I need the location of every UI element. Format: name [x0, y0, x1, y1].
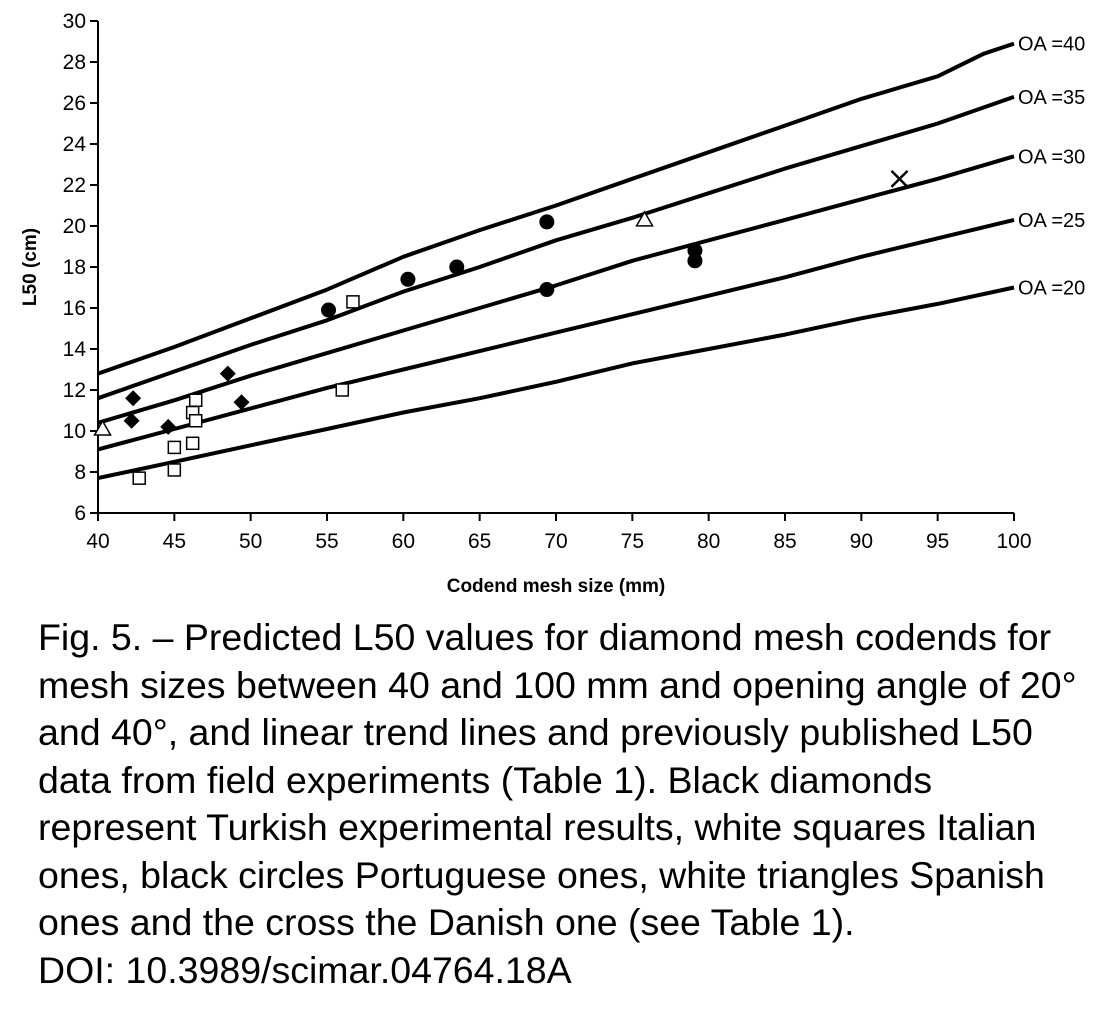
italian-point	[346, 295, 360, 309]
y-tick-label: 26	[63, 92, 86, 115]
turkish-point	[123, 412, 140, 429]
y-tick-label: 6	[74, 502, 86, 525]
series-line-oa-25	[97, 217, 1015, 452]
series-label: OA =20	[1018, 278, 1085, 300]
portuguese-point	[400, 271, 416, 287]
x-tick-label: 55	[315, 530, 338, 553]
x-tick-label: 60	[392, 530, 415, 553]
portuguese-point	[449, 259, 465, 275]
caption-text: Fig. 5. – Predicted L50 values for diamo…	[38, 616, 1077, 943]
italian-point	[188, 414, 203, 428]
x-tick-label: 45	[163, 530, 186, 553]
italian-point	[185, 436, 200, 451]
x-tick-label: 95	[926, 530, 949, 553]
figure-caption: Fig. 5. – Predicted L50 values for diamo…	[38, 614, 1098, 994]
turkish-point	[160, 418, 177, 435]
x-tick-label: 75	[621, 530, 644, 553]
italian-point	[167, 463, 182, 477]
y-tick-label: 30	[63, 10, 86, 33]
y-tick-label: 16	[63, 297, 86, 320]
series-line-oa-30	[97, 154, 1015, 425]
y-tick-label: 18	[63, 256, 86, 279]
series-label: OA =40	[1018, 34, 1085, 56]
italian-point	[132, 471, 146, 485]
portuguese-point	[539, 282, 555, 298]
y-tick-label: 14	[63, 338, 87, 361]
italian-point	[167, 440, 182, 455]
danish-point	[890, 169, 909, 188]
spanish-point	[93, 419, 112, 436]
x-axis-title: Codend mesh size (mm)	[447, 576, 666, 597]
turkish-point	[125, 390, 142, 407]
x-tick-label: 85	[773, 530, 796, 553]
series-line-oa-40	[97, 41, 1015, 376]
portuguese-point	[687, 243, 703, 259]
caption-doi: DOI: 10.3989/scimar.04764.18A	[38, 948, 572, 991]
series-label: OA =35	[1018, 87, 1085, 109]
x-tick-label: 70	[544, 530, 567, 553]
x-tick-label: 65	[468, 530, 491, 553]
y-tick-label: 20	[63, 215, 86, 238]
y-tick-label: 22	[63, 174, 86, 197]
y-tick-label: 28	[63, 51, 86, 74]
y-tick-label: 24	[63, 133, 87, 156]
turkish-point	[233, 394, 250, 411]
portuguese-point	[321, 302, 337, 318]
series-line-oa-20	[97, 285, 1015, 481]
spanish-point	[635, 210, 654, 227]
x-tick-label: 90	[850, 530, 873, 553]
portuguese-point	[539, 214, 555, 230]
l50-chart: 6 8 10 12 14 16 18 20 22 24 26 28 30 40 45 50 55 60 65 70 75…	[20, 10, 1085, 597]
x-tick-label: 80	[697, 530, 720, 553]
chart-container: 6 8 10 12 14 16 18 20 22 24 26 28 30 40 45 50 55 60 65 70 75…	[20, 10, 1085, 597]
series-line-oa-35	[97, 95, 1015, 401]
x-tick-label: 40	[86, 530, 109, 553]
y-tick-label: 8	[74, 461, 86, 484]
portuguese-point	[687, 253, 703, 269]
series-label: OA =25	[1018, 210, 1085, 232]
x-tick-label: 100	[996, 530, 1031, 553]
turkish-point	[219, 365, 236, 382]
y-tick-label: 10	[63, 420, 86, 443]
series-label: OA =30	[1018, 146, 1085, 168]
italian-point	[188, 393, 203, 407]
y-tick-label: 12	[63, 379, 86, 402]
x-tick-label: 50	[239, 530, 262, 553]
italian-point	[335, 383, 350, 397]
y-axis-title: L50 (cm)	[20, 228, 41, 306]
